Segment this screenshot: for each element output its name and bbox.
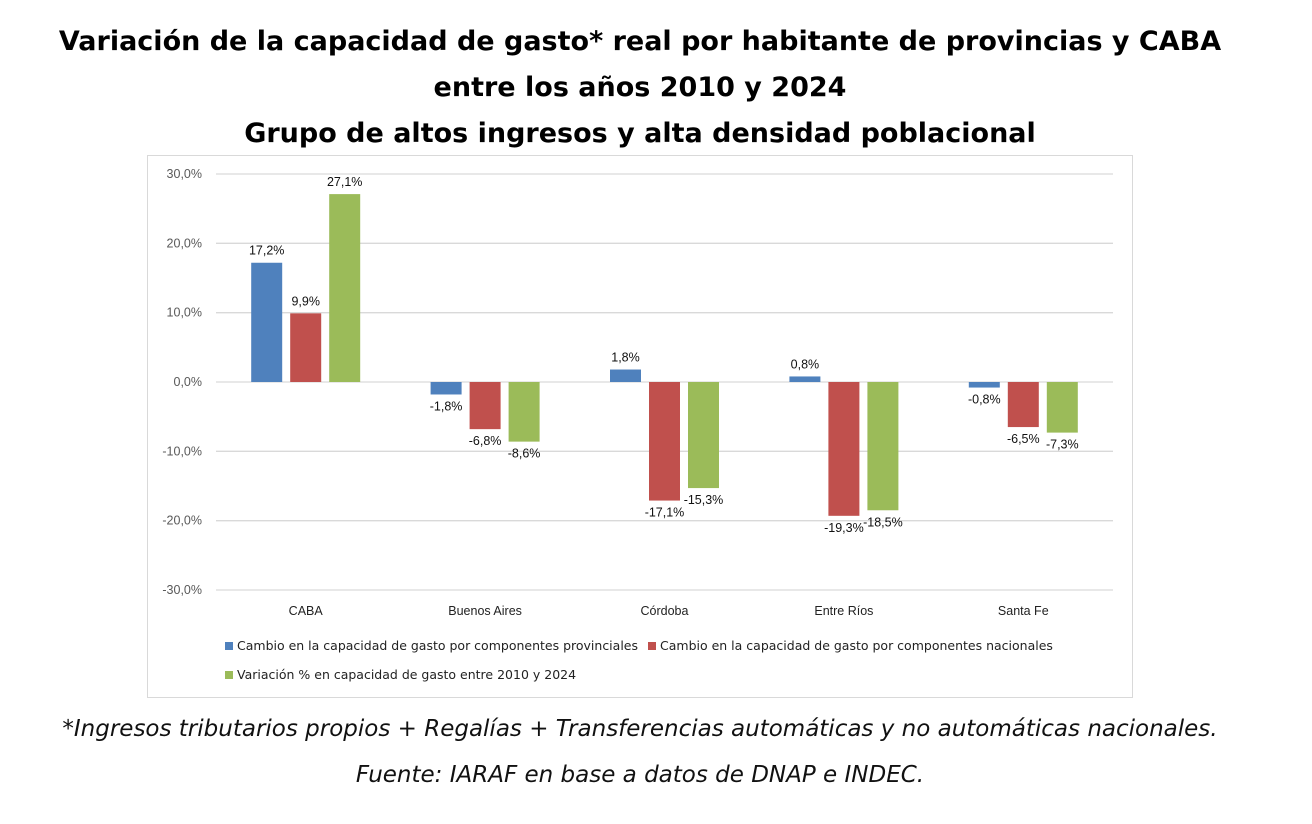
legend-label: Cambio en la capacidad de gasto por comp… xyxy=(660,638,1053,653)
data-label: 17,2% xyxy=(249,244,284,258)
data-label: -15,3% xyxy=(684,493,724,507)
x-tick-label: Santa Fe xyxy=(998,604,1049,618)
chart-title-line-1: Variación de la capacidad de gasto* real… xyxy=(58,26,1222,57)
y-tick-label: -10,0% xyxy=(162,444,202,458)
bar-caba-s2 xyxy=(329,194,361,382)
legend-swatch xyxy=(225,670,233,679)
bar-santa-fe-s0 xyxy=(968,382,1000,388)
x-tick-label: Buenos Aires xyxy=(448,604,522,618)
y-tick-label: -20,0% xyxy=(162,514,202,528)
bar-buenos-aires-s2 xyxy=(508,382,540,442)
chart-title-line-3: Grupo de altos ingresos y alta densidad … xyxy=(244,118,1036,149)
legend-label: Variación % en capacidad de gasto entre … xyxy=(237,667,577,682)
y-tick-label: 30,0% xyxy=(167,167,202,181)
data-label: -19,3% xyxy=(824,521,864,535)
data-label: 0,8% xyxy=(791,357,820,371)
bar-córdoba-s0 xyxy=(610,369,641,382)
data-label: 1,8% xyxy=(611,351,640,365)
y-tick-label: 0,0% xyxy=(174,375,203,389)
data-label: -6,8% xyxy=(469,434,502,448)
data-label: 27,1% xyxy=(327,175,362,189)
data-label: -1,8% xyxy=(430,399,463,413)
bar-córdoba-s1 xyxy=(649,382,680,501)
x-tick-label: CABA xyxy=(289,604,324,618)
bar-caba-s0 xyxy=(251,262,283,382)
legend-item-provinciales: Cambio en la capacidad de gasto por comp… xyxy=(225,638,638,653)
legend-label: Cambio en la capacidad de gasto por comp… xyxy=(237,638,638,653)
source-note: Fuente: IARAF en base a datos de DNAP e … xyxy=(355,762,925,788)
footnote: *Ingresos tributarios propios + Regalías… xyxy=(62,716,1218,742)
data-label: -17,1% xyxy=(645,506,685,520)
data-label: -0,8% xyxy=(968,393,1001,407)
bar-buenos-aires-s1 xyxy=(469,382,501,430)
data-label: -6,5% xyxy=(1007,432,1040,446)
bar-entre-ríos-s2 xyxy=(867,382,899,511)
legend-item-variacion: Variación % en capacidad de gasto entre … xyxy=(225,667,576,682)
data-label: 9,9% xyxy=(291,294,320,308)
data-label: -7,3% xyxy=(1046,438,1079,452)
bar-santa-fe-s2 xyxy=(1046,382,1078,433)
bar-entre-ríos-s0 xyxy=(789,376,821,382)
bar-buenos-aires-s0 xyxy=(430,382,462,395)
y-tick-label: 10,0% xyxy=(167,306,202,320)
x-tick-label: Córdoba xyxy=(641,604,689,618)
chart-title-line-2: entre los años 2010 y 2024 xyxy=(433,72,847,103)
y-tick-label: -30,0% xyxy=(162,583,202,597)
chart-area xyxy=(147,155,1133,698)
bar-santa-fe-s1 xyxy=(1007,382,1039,428)
bar-entre-ríos-s1 xyxy=(828,382,860,516)
data-label: -18,5% xyxy=(863,515,903,529)
bar-córdoba-s2 xyxy=(688,382,719,489)
bar-caba-s1 xyxy=(290,313,322,382)
y-tick-label: 20,0% xyxy=(167,236,202,250)
legend-item-nacionales: Cambio en la capacidad de gasto por comp… xyxy=(648,638,1053,653)
legend-swatch xyxy=(648,641,656,650)
x-tick-label: Entre Ríos xyxy=(814,604,873,618)
legend-swatch xyxy=(225,641,233,650)
data-label: -8,6% xyxy=(508,447,541,461)
